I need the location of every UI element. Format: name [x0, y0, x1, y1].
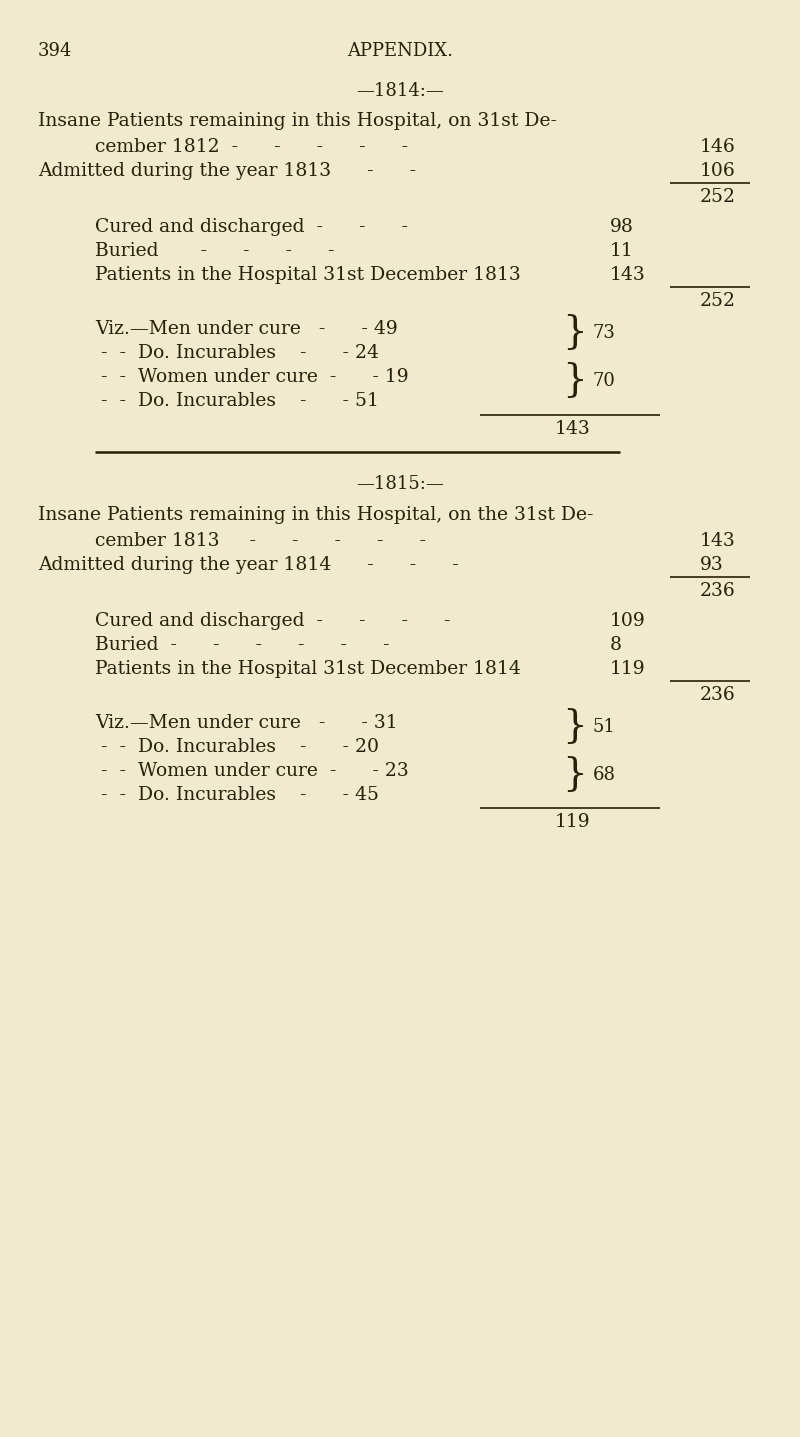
Text: 106: 106: [700, 162, 736, 180]
Text: Viz.—Men under cure   -      - 31: Viz.—Men under cure - - 31: [95, 714, 398, 731]
Text: Cured and discharged  -      -      -: Cured and discharged - - -: [95, 218, 408, 236]
Text: -  -  Women under cure  -      - 23: - - Women under cure - - 23: [95, 762, 409, 780]
Text: Insane Patients remaining in this Hospital, on the 31st De-: Insane Patients remaining in this Hospit…: [38, 506, 594, 525]
Text: 143: 143: [555, 420, 590, 438]
Text: —1815:—: —1815:—: [356, 476, 444, 493]
Text: 252: 252: [700, 292, 736, 310]
Text: 11: 11: [610, 241, 634, 260]
Text: }: }: [562, 315, 586, 352]
Text: 109: 109: [610, 612, 646, 629]
Text: 236: 236: [700, 685, 736, 704]
Text: Patients in the Hospital 31st December 1814: Patients in the Hospital 31st December 1…: [95, 660, 521, 678]
Text: 252: 252: [700, 188, 736, 205]
Text: 143: 143: [610, 266, 646, 285]
Text: -  -  Do. Incurables    -      - 24: - - Do. Incurables - - 24: [95, 343, 379, 362]
Text: -  -  Women under cure  -      - 19: - - Women under cure - - 19: [95, 368, 409, 387]
Text: }: }: [562, 362, 586, 399]
Text: 119: 119: [555, 813, 590, 831]
Text: Viz.—Men under cure   -      - 49: Viz.—Men under cure - - 49: [95, 320, 398, 338]
Text: -  -  Do. Incurables    -      - 51: - - Do. Incurables - - 51: [95, 392, 379, 410]
Text: Buried  -      -      -      -      -      -: Buried - - - - - -: [95, 637, 390, 654]
Text: -  -  Do. Incurables    -      - 20: - - Do. Incurables - - 20: [95, 739, 379, 756]
Text: 236: 236: [700, 582, 736, 601]
Text: Patients in the Hospital 31st December 1813: Patients in the Hospital 31st December 1…: [95, 266, 521, 285]
Text: cember 1813     -      -      -      -      -: cember 1813 - - - - -: [95, 532, 426, 550]
Text: -  -  Do. Incurables    -      - 45: - - Do. Incurables - - 45: [95, 786, 379, 803]
Text: 146: 146: [700, 138, 736, 157]
Text: 98: 98: [610, 218, 634, 236]
Text: 8: 8: [610, 637, 622, 654]
Text: 68: 68: [593, 766, 616, 785]
Text: 51: 51: [593, 718, 616, 736]
Text: 394: 394: [38, 42, 72, 60]
Text: Admitted during the year 1813      -      -: Admitted during the year 1813 - -: [38, 162, 416, 180]
Text: 73: 73: [593, 323, 616, 342]
Text: Insane Patients remaining in this Hospital, on 31st De-: Insane Patients remaining in this Hospit…: [38, 112, 557, 129]
Text: Buried       -      -      -      -: Buried - - - -: [95, 241, 334, 260]
Text: —1814:—: —1814:—: [356, 82, 444, 101]
Text: 119: 119: [610, 660, 646, 678]
Text: Admitted during the year 1814      -      -      -: Admitted during the year 1814 - - -: [38, 556, 458, 573]
Text: Cured and discharged  -      -      -      -: Cured and discharged - - - -: [95, 612, 450, 629]
Text: 93: 93: [700, 556, 724, 573]
Text: cember 1812  -      -      -      -      -: cember 1812 - - - - -: [95, 138, 408, 157]
Text: APPENDIX.: APPENDIX.: [347, 42, 453, 60]
Text: 143: 143: [700, 532, 736, 550]
Text: 70: 70: [593, 372, 616, 389]
Text: }: }: [562, 708, 586, 746]
Text: }: }: [562, 756, 586, 793]
